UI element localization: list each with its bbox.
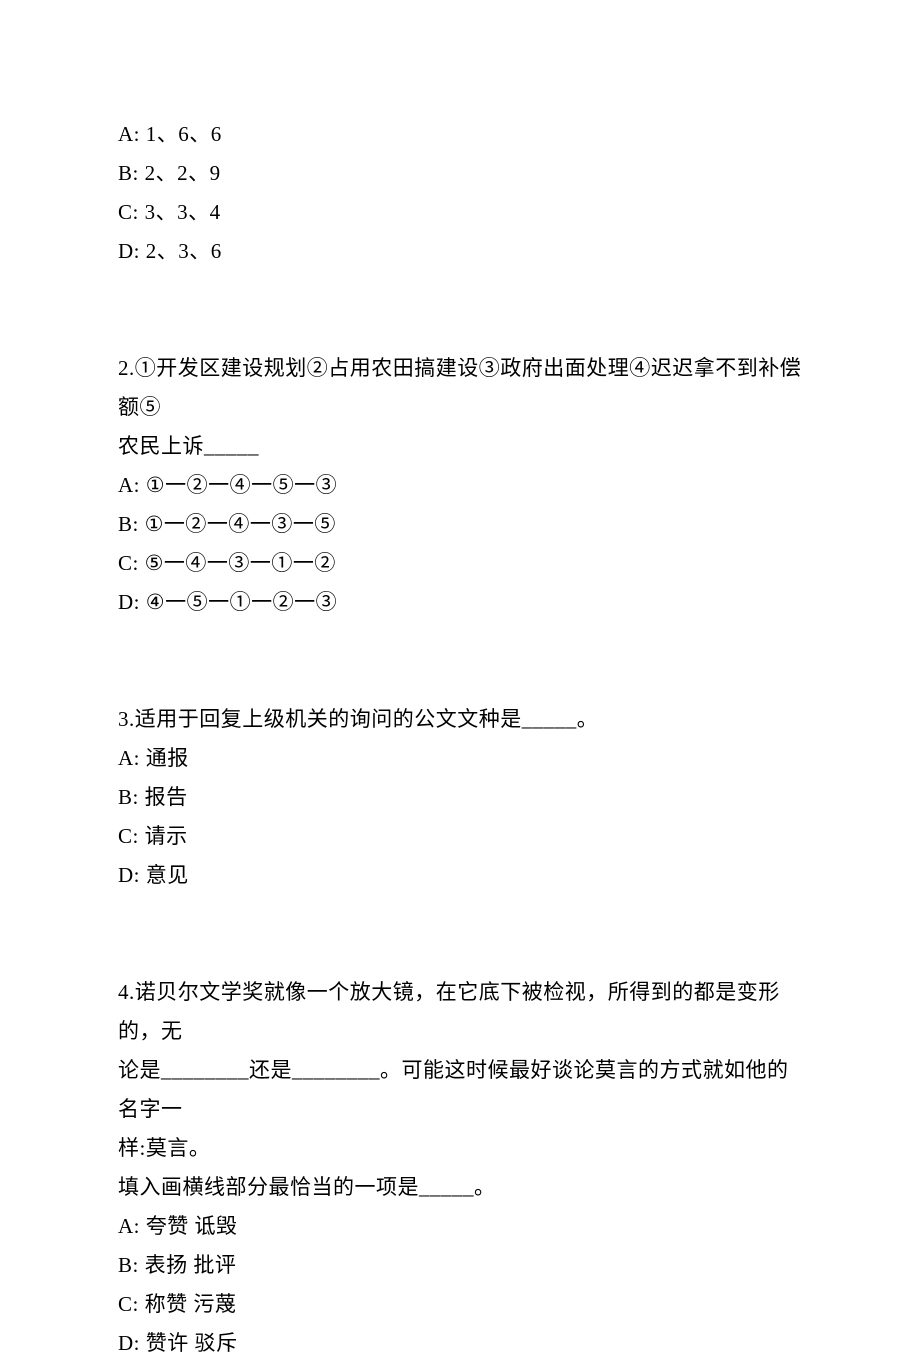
q2-option-d: D: ④一⑤一①一②一③ <box>118 583 802 622</box>
q3-option-a: A: 通报 <box>118 739 802 778</box>
q4-option-a: A: 夸赞 诋毁 <box>118 1207 802 1246</box>
q3-option-b: B: 报告 <box>118 778 802 817</box>
q4-option-b: B: 表扬 批评 <box>118 1246 802 1285</box>
question-3: 3.适用于回复上级机关的询问的公文文种是_____。 A: 通报 B: 报告 C… <box>118 700 802 895</box>
q1-option-b: B: 2、2、9 <box>118 154 802 193</box>
q3-stem: 3.适用于回复上级机关的询问的公文文种是_____。 <box>118 700 802 739</box>
q2-option-a: A: ①一②一④一⑤一③ <box>118 466 802 505</box>
q4-option-c: C: 称赞 污蔑 <box>118 1285 802 1324</box>
q4-stem-line2: 论是________还是________。可能这时候最好谈论莫言的方式就如他的名… <box>118 1051 802 1129</box>
q3-option-d: D: 意见 <box>118 856 802 895</box>
q2-option-c: C: ⑤一④一③一①一② <box>118 544 802 583</box>
q2-option-b: B: ①一②一④一③一⑤ <box>118 505 802 544</box>
q4-stem-line4: 填入画横线部分最恰当的一项是_____。 <box>118 1168 802 1207</box>
q1-option-d: D: 2、3、6 <box>118 232 802 271</box>
q4-stem-line1: 4.诺贝尔文学奖就像一个放大镜，在它底下被检视，所得到的都是变形的，无 <box>118 973 802 1051</box>
q4-stem-line3: 样:莫言。 <box>118 1129 802 1168</box>
q3-option-c: C: 请示 <box>118 817 802 856</box>
question-2: 2.①开发区建设规划②占用农田搞建设③政府出面处理④迟迟拿不到补偿额⑤ 农民上诉… <box>118 349 802 622</box>
q2-stem-line1: 2.①开发区建设规划②占用农田搞建设③政府出面处理④迟迟拿不到补偿额⑤ <box>118 349 802 427</box>
q4-option-d: D: 赞许 驳斥 <box>118 1324 802 1363</box>
q2-stem-line2: 农民上诉_____ <box>118 427 802 466</box>
question-4: 4.诺贝尔文学奖就像一个放大镜，在它底下被检视，所得到的都是变形的，无 论是__… <box>118 973 802 1363</box>
q1-option-c: C: 3、3、4 <box>118 193 802 232</box>
q1-option-a: A: 1、6、6 <box>118 115 802 154</box>
question-1-options: A: 1、6、6 B: 2、2、9 C: 3、3、4 D: 2、3、6 <box>118 115 802 271</box>
